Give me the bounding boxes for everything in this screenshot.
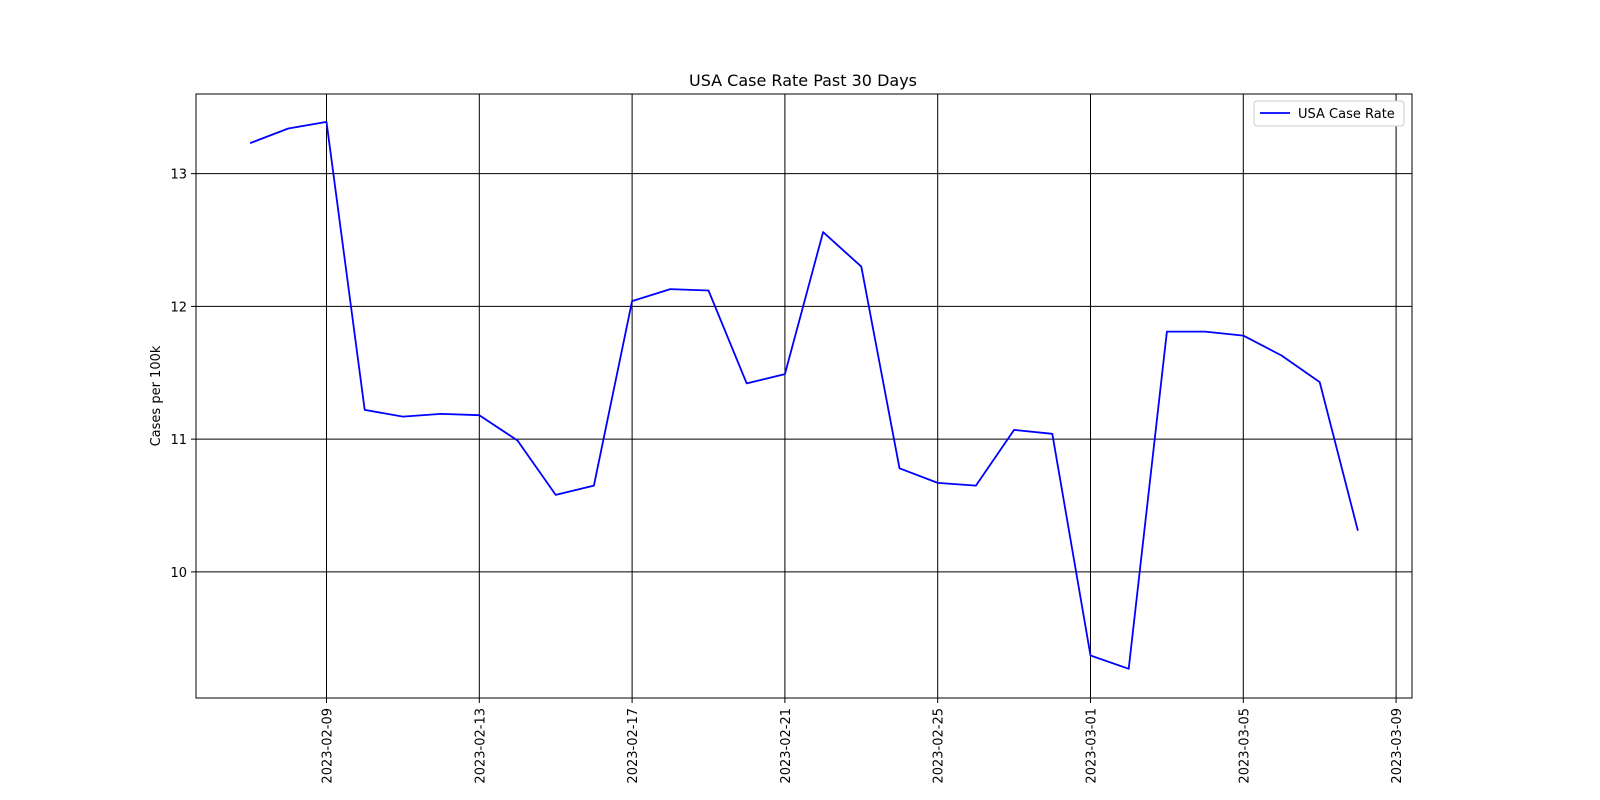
legend-box [1253,100,1405,127]
plot-area [195,93,1413,699]
x-axis: 2023-02-09 2023-02-13 2023-02-17 2023-02-21… [321,698,1405,784]
series-layer [249,121,1359,670]
x-tick-label: 2023-03-09 [1390,708,1405,784]
grid [196,94,1412,698]
chart-title: USA Case Rate Past 30 Days [689,71,917,90]
legend: USA Case Rate [1253,100,1405,127]
x-tick-label: 2023-03-01 [1084,708,1099,784]
x-tick-label: 2023-02-13 [473,708,488,784]
x-tick-label: 2023-02-09 [321,708,336,784]
y-tick-label: 11 [170,433,187,448]
x-tick-label: 2023-02-25 [932,708,947,784]
y-tick-label: 10 [170,566,187,581]
series-line-usa-case-rate [249,121,1359,670]
y-tick-label: 12 [170,300,187,315]
y-tick-label: 13 [170,168,187,183]
legend-label: USA Case Rate [1298,107,1395,122]
x-tick-label: 2023-03-05 [1237,708,1252,784]
x-tick-label: 2023-02-21 [779,708,794,784]
x-tick-label: 2023-02-17 [626,708,641,784]
y-axis: 10 11 12 13 [170,168,196,581]
y-axis-label: Cases per 100k [149,345,164,446]
